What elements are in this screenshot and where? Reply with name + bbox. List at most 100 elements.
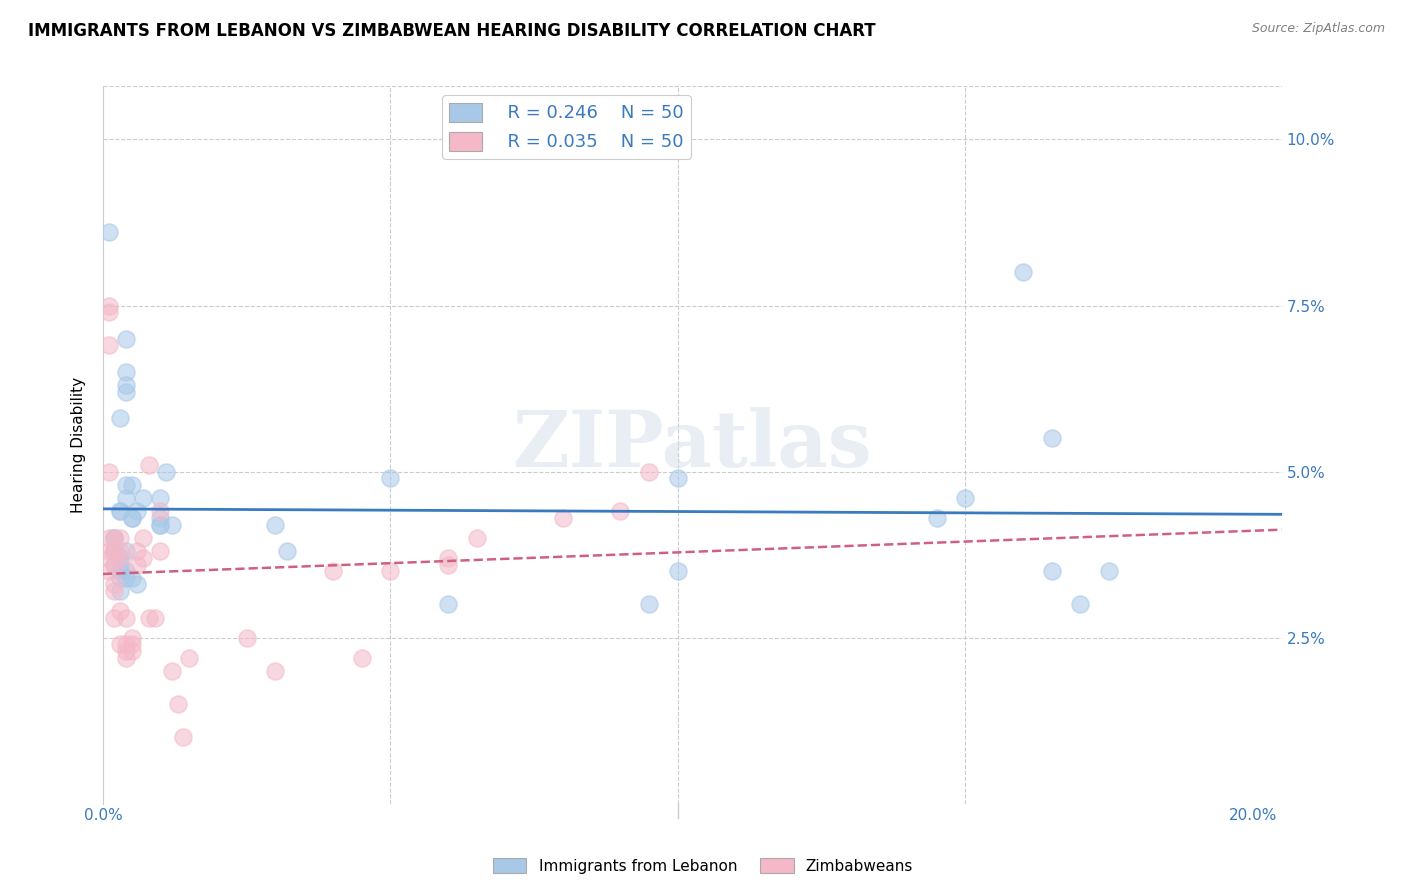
Text: IMMIGRANTS FROM LEBANON VS ZIMBABWEAN HEARING DISABILITY CORRELATION CHART: IMMIGRANTS FROM LEBANON VS ZIMBABWEAN HE…	[28, 22, 876, 40]
Point	[149, 517, 172, 532]
Point	[121, 511, 143, 525]
Point	[108, 504, 131, 518]
Point	[108, 584, 131, 599]
Point	[103, 544, 125, 558]
Point	[264, 517, 287, 532]
Point	[108, 504, 131, 518]
Point	[115, 365, 138, 379]
Point	[132, 550, 155, 565]
Point	[108, 544, 131, 558]
Point	[350, 650, 373, 665]
Point	[121, 478, 143, 492]
Point	[115, 644, 138, 658]
Point	[103, 610, 125, 624]
Point	[103, 558, 125, 572]
Point	[97, 299, 120, 313]
Point	[149, 504, 172, 518]
Point	[638, 465, 661, 479]
Point	[115, 384, 138, 399]
Point	[115, 491, 138, 505]
Text: ZIPatlas: ZIPatlas	[512, 407, 872, 483]
Point	[121, 511, 143, 525]
Point	[264, 664, 287, 678]
Point	[97, 550, 120, 565]
Point	[1098, 564, 1121, 578]
Point	[380, 471, 402, 485]
Point	[97, 226, 120, 240]
Legend:   R = 0.246    N = 50,   R = 0.035    N = 50: R = 0.246 N = 50, R = 0.035 N = 50	[441, 95, 690, 159]
Point	[322, 564, 344, 578]
Point	[115, 610, 138, 624]
Point	[115, 544, 138, 558]
Point	[103, 544, 125, 558]
Point	[380, 564, 402, 578]
Point	[97, 544, 120, 558]
Point	[97, 305, 120, 319]
Point	[127, 577, 149, 591]
Point	[103, 531, 125, 545]
Point	[235, 631, 257, 645]
Point	[149, 491, 172, 505]
Point	[276, 544, 298, 558]
Point	[1040, 431, 1063, 445]
Point	[132, 491, 155, 505]
Point	[103, 584, 125, 599]
Point	[925, 511, 948, 525]
Point	[437, 550, 460, 565]
Point	[115, 637, 138, 651]
Point	[127, 504, 149, 518]
Point	[160, 664, 183, 678]
Point	[138, 610, 160, 624]
Point	[103, 577, 125, 591]
Point	[108, 564, 131, 578]
Point	[155, 465, 177, 479]
Point	[166, 697, 188, 711]
Point	[97, 531, 120, 545]
Point	[108, 411, 131, 425]
Point	[465, 531, 488, 545]
Point	[132, 531, 155, 545]
Point	[108, 637, 131, 651]
Point	[666, 564, 689, 578]
Y-axis label: Hearing Disability: Hearing Disability	[72, 377, 86, 513]
Point	[121, 637, 143, 651]
Point	[127, 558, 149, 572]
Point	[97, 564, 120, 578]
Point	[103, 544, 125, 558]
Point	[103, 531, 125, 545]
Point	[108, 571, 131, 585]
Point	[551, 511, 574, 525]
Point	[108, 550, 131, 565]
Point	[115, 378, 138, 392]
Text: Source: ZipAtlas.com: Source: ZipAtlas.com	[1251, 22, 1385, 36]
Point	[149, 517, 172, 532]
Point	[115, 650, 138, 665]
Point	[143, 610, 166, 624]
Point	[97, 465, 120, 479]
Point	[121, 571, 143, 585]
Point	[149, 511, 172, 525]
Point	[160, 517, 183, 532]
Point	[115, 478, 138, 492]
Point	[121, 631, 143, 645]
Point	[437, 598, 460, 612]
Point	[108, 550, 131, 565]
Point	[437, 558, 460, 572]
Point	[121, 644, 143, 658]
Point	[108, 604, 131, 618]
Point	[115, 332, 138, 346]
Point	[666, 471, 689, 485]
Point	[638, 598, 661, 612]
Point	[115, 564, 138, 578]
Point	[1040, 564, 1063, 578]
Point	[955, 491, 977, 505]
Point	[609, 504, 631, 518]
Legend: Immigrants from Lebanon, Zimbabweans: Immigrants from Lebanon, Zimbabweans	[486, 852, 920, 880]
Point	[149, 544, 172, 558]
Point	[127, 544, 149, 558]
Point	[115, 571, 138, 585]
Point	[103, 531, 125, 545]
Point	[97, 338, 120, 352]
Point	[172, 730, 194, 744]
Point	[1011, 265, 1033, 279]
